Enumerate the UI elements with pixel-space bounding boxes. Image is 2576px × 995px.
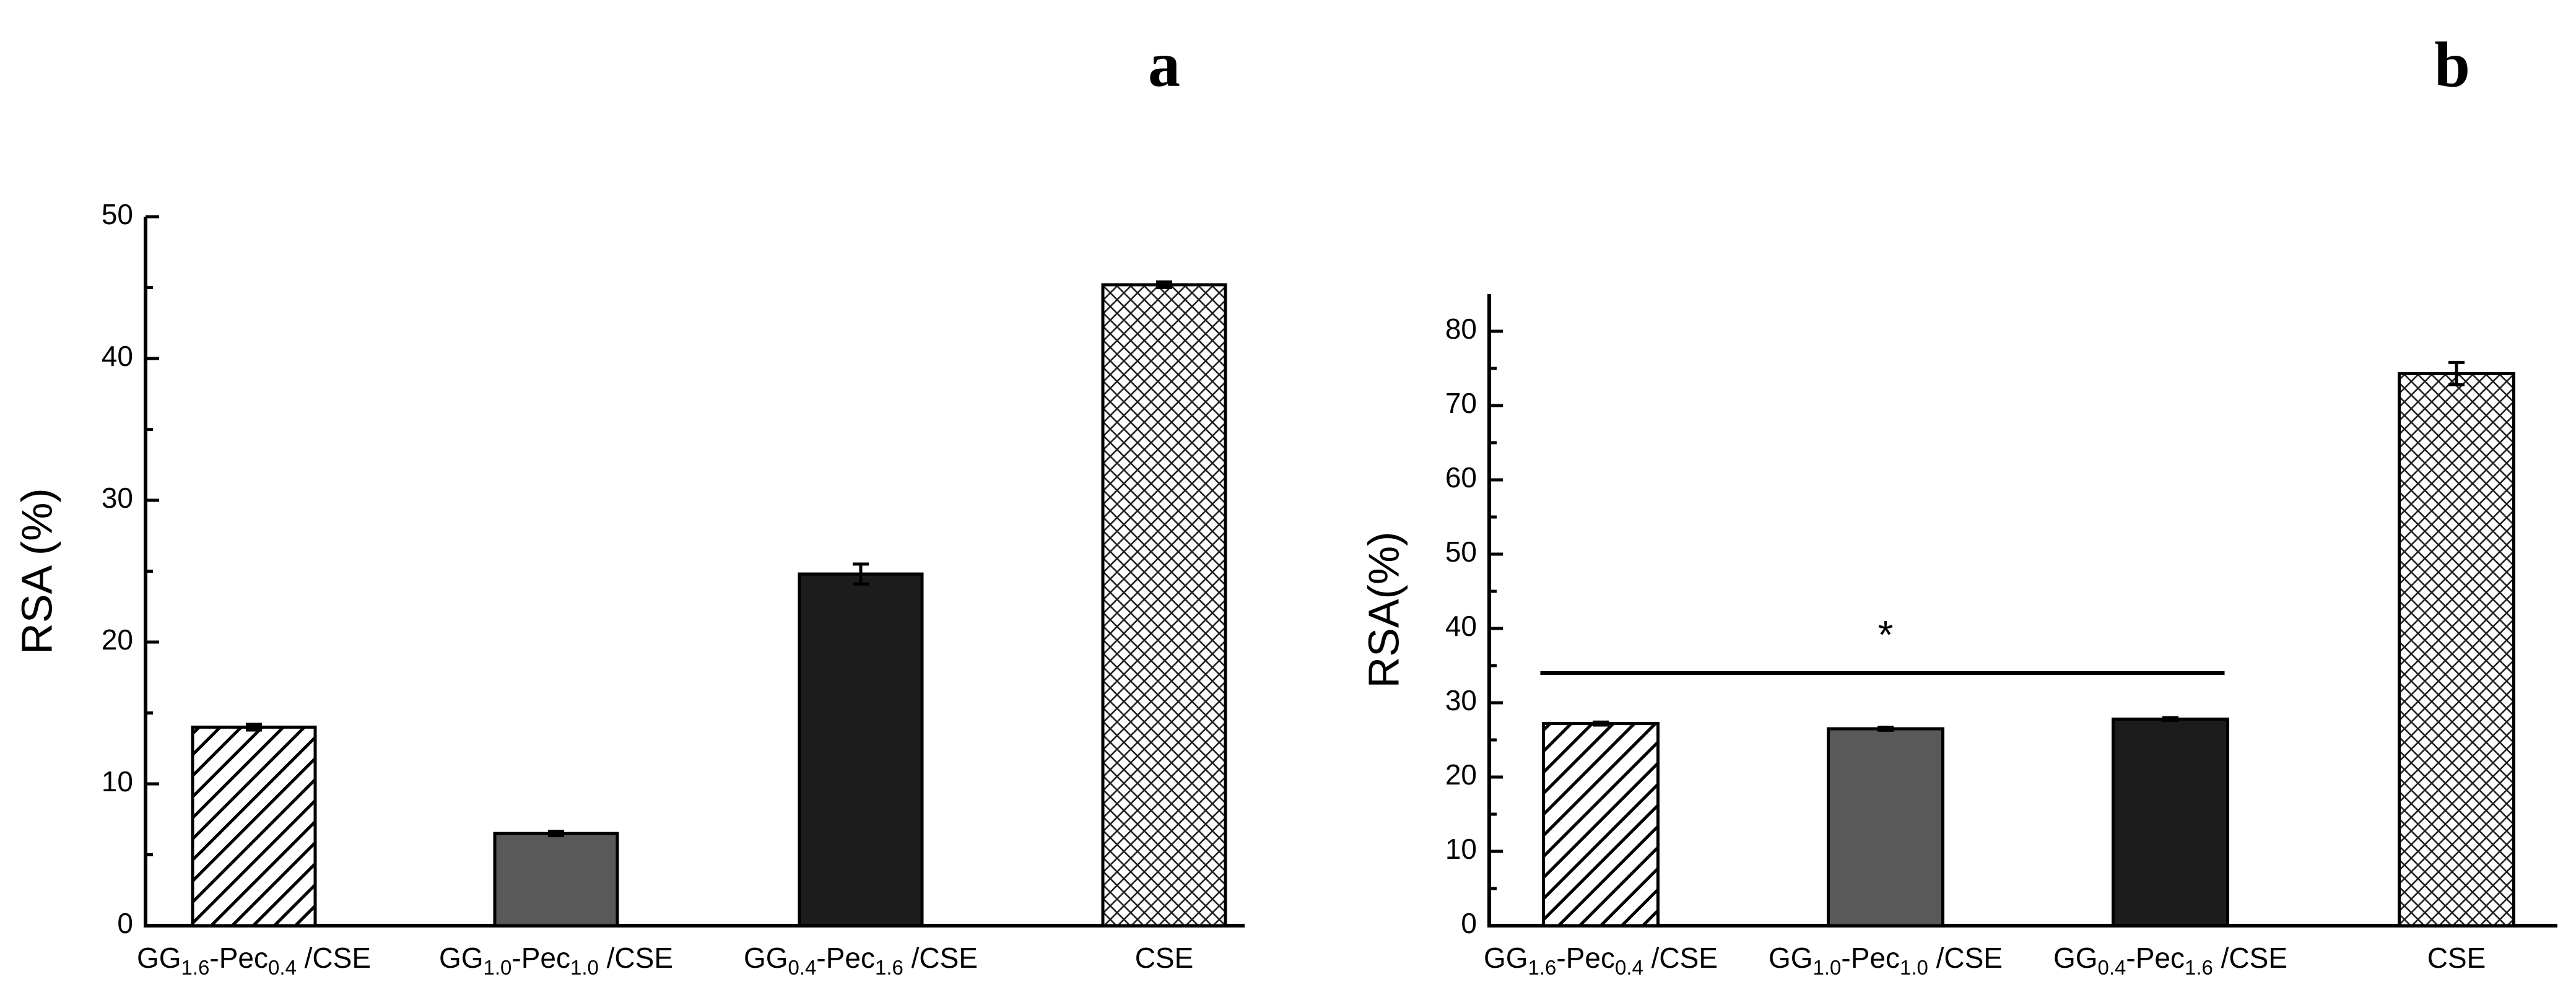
category-text: /CSE <box>1928 942 2003 974</box>
category-text: -Pec <box>1841 942 1900 974</box>
category-text: GG <box>137 942 181 974</box>
category-subscript: 1.0 <box>1900 956 1928 979</box>
panel-b-bar-1 <box>1542 722 1660 928</box>
panel-b-category-label-4: CSE <box>2427 942 2486 974</box>
panel-b-category-label-1: GG1.6-Pec0.4 /CSE <box>1484 942 1718 979</box>
category-text: -Pec <box>816 942 875 974</box>
panel-a-y-axis-title: RSA (%) <box>12 488 61 654</box>
panel-a-y-tick-label: 50 <box>102 198 133 230</box>
category-text: -Pec <box>209 942 268 974</box>
category-text: /CSE <box>903 942 978 974</box>
panel-b-y-tick-label: 80 <box>1445 313 1477 345</box>
panel-a-category-label-4: CSE <box>1135 942 1194 974</box>
panel-b-y-tick-label: 70 <box>1445 387 1477 419</box>
panel-a-bar-4 <box>1101 283 1227 928</box>
category-subscript: 1.0 <box>484 956 512 979</box>
panel-b-y-tick-label: 50 <box>1445 536 1477 568</box>
category-text: -Pec <box>511 942 570 974</box>
category-text: GG <box>439 942 484 974</box>
category-subscript: 1.6 <box>2185 956 2213 979</box>
category-text: GG <box>2053 942 2098 974</box>
category-text: GG <box>1484 942 1528 974</box>
panel-b-y-tick-label: 60 <box>1445 461 1477 493</box>
category-text: /CSE <box>1643 942 1718 974</box>
category-text: GG <box>1769 942 1813 974</box>
category-text: -Pec <box>1556 942 1615 974</box>
panel-a-y-tick-label: 20 <box>102 624 133 656</box>
panel-a-category-label-3: GG0.4-Pec1.6 /CSE <box>744 942 978 979</box>
category-subscript: 0.4 <box>268 956 297 979</box>
category-text: /CSE <box>2213 942 2287 974</box>
panel-a-letter: a <box>1148 29 1180 100</box>
category-subscript: 1.6 <box>181 956 210 979</box>
panel-b-y-tick-label: 0 <box>1461 907 1477 939</box>
panel-b-bar-2 <box>1827 727 1944 928</box>
panel-b-category-label-2: GG1.0-Pec1.0 /CSE <box>1769 942 2003 979</box>
panel-b-bar-4 <box>2398 371 2515 928</box>
panel-a-y-tick-label: 10 <box>102 765 133 797</box>
panel-b-y-tick-label: 20 <box>1445 758 1477 791</box>
category-subscript: 0.4 <box>1615 956 1643 979</box>
category-subscript: 1.0 <box>1813 956 1842 979</box>
category-subscript: 1.6 <box>875 956 903 979</box>
panel-a-bar-1 <box>191 725 317 928</box>
panel-a-bar-3 <box>798 572 924 928</box>
panel-b-y-tick-label: 10 <box>1445 833 1477 865</box>
panel-a-category-label-1: GG1.6-Pec0.4 /CSE <box>137 942 371 979</box>
category-text: -Pec <box>2126 942 2185 974</box>
panel-a-y-tick-label: 0 <box>117 907 133 939</box>
panel-b-y-tick-label: 30 <box>1445 684 1477 716</box>
category-subscript: 1.6 <box>1528 956 1557 979</box>
category-subscript: 1.0 <box>570 956 599 979</box>
panel-b-significance-mark: * <box>1878 612 1894 657</box>
category-subscript: 0.4 <box>788 956 817 979</box>
category-subscript: 0.4 <box>2098 956 2126 979</box>
category-text: CSE <box>2427 942 2486 974</box>
panel-b-y-tick-label: 40 <box>1445 610 1477 642</box>
panel-a-bar-2 <box>493 832 619 928</box>
category-text: CSE <box>1135 942 1194 974</box>
panel-a-category-label-2: GG1.0-Pec1.0 /CSE <box>439 942 673 979</box>
panel-a-y-tick-label: 40 <box>102 340 133 372</box>
panel-a-y-tick-label: 30 <box>102 482 133 514</box>
panel-b-category-label-3: GG0.4-Pec1.6 /CSE <box>2053 942 2287 979</box>
category-text: GG <box>744 942 788 974</box>
category-text: /CSE <box>599 942 673 974</box>
panel-b-bar-3 <box>2112 717 2229 928</box>
panel-b-y-axis-title: RSA(%) <box>1359 532 1408 689</box>
category-text: /CSE <box>297 942 371 974</box>
panel-b-letter: b <box>2434 29 2470 100</box>
